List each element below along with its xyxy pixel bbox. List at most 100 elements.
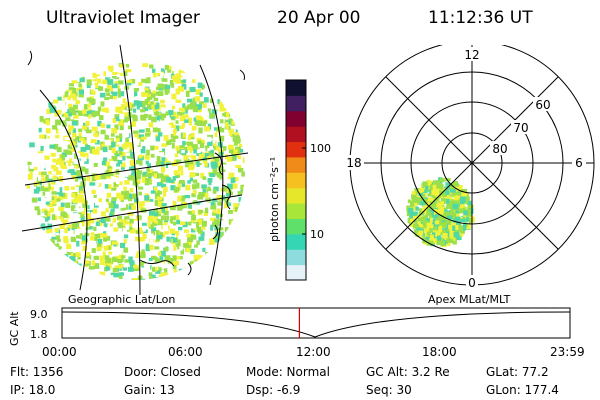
emission-dot xyxy=(230,133,235,137)
emission-dot xyxy=(85,213,92,220)
aurora-dot xyxy=(434,193,440,198)
emission-dot xyxy=(112,217,117,223)
aurora-dot xyxy=(460,219,466,223)
emission-dot xyxy=(73,114,79,119)
aurora-dot xyxy=(436,202,443,208)
emission-dot xyxy=(154,220,159,224)
emission-dot xyxy=(156,182,163,187)
emission-dot xyxy=(106,192,112,198)
emission-dot xyxy=(218,135,225,142)
emission-dot xyxy=(102,146,108,153)
aurora-dot xyxy=(461,215,467,219)
aurora-dot xyxy=(460,230,465,234)
emission-dot xyxy=(152,267,156,272)
emission-dot xyxy=(183,243,187,248)
emission-dot xyxy=(64,137,71,141)
emission-dot xyxy=(77,208,81,213)
emission-dot xyxy=(239,148,244,153)
emission-dot xyxy=(199,92,203,97)
emission-dot xyxy=(196,149,201,154)
emission-dot xyxy=(142,267,148,274)
emission-dot xyxy=(184,158,190,164)
emission-dot xyxy=(136,170,143,175)
lat-label-bg-60 xyxy=(533,97,553,111)
emission-dot xyxy=(171,105,176,110)
emission-dot xyxy=(196,115,202,121)
mlt-label-18: 18 xyxy=(346,156,361,170)
aurora-dot xyxy=(438,184,443,189)
aurora-dot xyxy=(427,241,434,246)
emission-dot xyxy=(161,107,165,111)
emission-dot xyxy=(170,134,175,138)
emission-dot xyxy=(56,146,62,153)
emission-dot xyxy=(55,170,62,175)
emission-dot xyxy=(212,168,218,174)
emission-dot xyxy=(163,135,169,141)
aurora-dot xyxy=(426,211,432,216)
emission-dot xyxy=(111,187,117,191)
emission-dot xyxy=(166,70,173,76)
emission-dot xyxy=(93,257,98,263)
emission-dot xyxy=(118,228,123,232)
colorbar-unit-label: photon cm⁻²s⁻¹ xyxy=(268,157,281,242)
emission-dot xyxy=(197,82,203,89)
emission-dot xyxy=(58,196,63,201)
emission-dot xyxy=(45,174,49,181)
emission-dot xyxy=(82,200,88,204)
emission-dot xyxy=(158,152,164,156)
emission-dot xyxy=(181,256,186,263)
emission-dot xyxy=(117,181,123,186)
aurora-dot xyxy=(417,228,421,232)
date-label: 20 Apr 00 xyxy=(277,8,361,28)
emission-dot xyxy=(232,135,239,142)
emission-dot xyxy=(210,224,214,231)
emission-dot xyxy=(167,200,173,206)
emission-dot xyxy=(192,189,197,194)
emission-dot xyxy=(67,247,74,252)
emission-dot xyxy=(202,154,207,161)
emission-dot xyxy=(48,220,54,224)
aurora-dot xyxy=(421,216,426,222)
emission-dot xyxy=(168,132,174,136)
aurora-dot xyxy=(420,187,425,193)
aurora-dot xyxy=(425,218,431,223)
emission-dot xyxy=(187,157,192,161)
emission-dot xyxy=(129,166,136,171)
emission-dot xyxy=(108,251,113,255)
emission-dot xyxy=(173,128,177,133)
emission-dot xyxy=(215,213,220,219)
mlt-label-bg-right xyxy=(572,155,586,170)
aurora-dot xyxy=(463,222,467,228)
aurora-dot xyxy=(411,191,416,195)
emission-dot xyxy=(73,182,80,186)
emission-dot xyxy=(86,79,92,86)
emission-dot xyxy=(226,175,231,180)
aurora-dot xyxy=(431,215,438,219)
emission-dot xyxy=(231,120,236,125)
emission-dot xyxy=(114,265,120,269)
emission-dot xyxy=(204,145,210,152)
emission-dot xyxy=(75,252,81,258)
aurora-dot xyxy=(442,218,446,223)
emission-dot xyxy=(226,171,231,178)
emission-dot xyxy=(178,125,184,129)
emission-dot xyxy=(58,192,64,197)
aurora-dot xyxy=(453,195,459,201)
emission-dot xyxy=(167,143,172,150)
emission-dot xyxy=(145,173,151,177)
emission-dot xyxy=(130,264,135,270)
emission-dot xyxy=(111,133,115,137)
emission-dot xyxy=(235,208,242,215)
emission-dot xyxy=(113,75,120,80)
emission-dot xyxy=(173,269,178,275)
emission-dot xyxy=(38,167,44,171)
emission-dot xyxy=(66,251,71,256)
aurora-dot xyxy=(433,188,440,195)
colorbar-tick-label-100: 100 xyxy=(310,142,331,155)
emission-dot xyxy=(181,181,185,187)
emission-dot xyxy=(214,132,219,137)
aurora-dot xyxy=(407,199,412,204)
emission-dot xyxy=(184,146,188,151)
emission-dot xyxy=(97,106,102,112)
emission-dot xyxy=(116,73,121,78)
